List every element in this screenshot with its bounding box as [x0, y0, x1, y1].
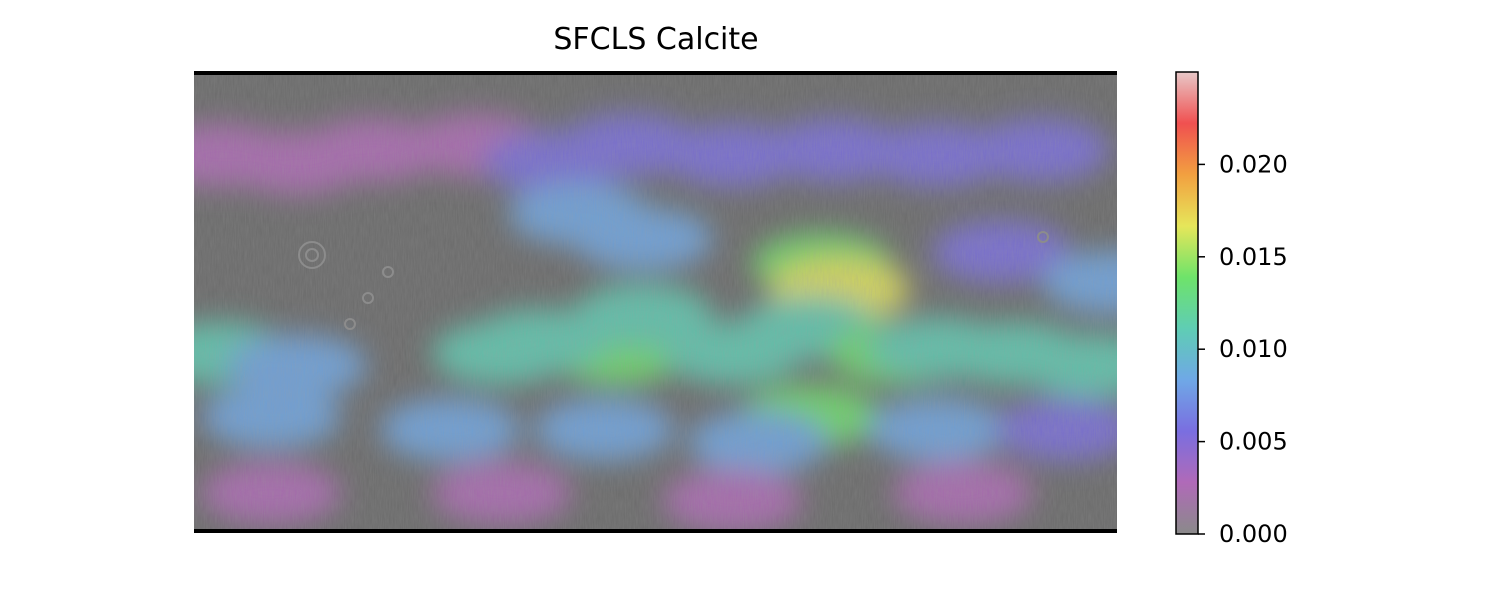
- chart-title: SFCLS Calcite: [553, 22, 759, 57]
- map-border-bottom: [194, 529, 1117, 533]
- volcano-features: [298, 231, 1049, 330]
- colorbar-tick-label: 0.005: [1219, 428, 1288, 456]
- colorbar: [1175, 71, 1199, 535]
- colorbar-tick-label: 0.020: [1219, 150, 1288, 178]
- colorbar-tick-label: 0.010: [1219, 335, 1288, 363]
- map-border-top: [194, 71, 1117, 75]
- overlay-layer: [194, 74, 1117, 531]
- colorbar-tick-label: 0.015: [1219, 243, 1288, 271]
- colorbar-tick-label: 0.000: [1219, 520, 1288, 548]
